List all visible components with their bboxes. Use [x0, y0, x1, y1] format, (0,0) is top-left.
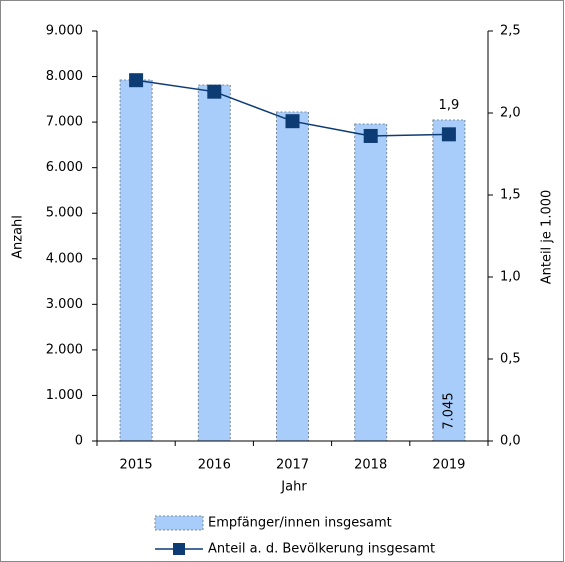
y-tick-label: 8.000 — [46, 69, 83, 84]
x-axis-title: Jahr — [280, 480, 307, 495]
y2-tick-label: 0,5 — [500, 352, 521, 367]
y2-tick-label: 1,5 — [500, 188, 521, 203]
y-tick-label: 5.000 — [46, 206, 83, 221]
marker — [285, 114, 300, 129]
y-tick-label: 4.000 — [46, 251, 83, 266]
y2-tick-label: 2,0 — [500, 106, 521, 121]
y-tick-label: 0 — [75, 434, 83, 449]
y-tick-label: 7.000 — [46, 115, 83, 130]
legend-label: Empfänger/innen insgesamt — [208, 516, 392, 531]
legend-swatch — [154, 515, 204, 531]
y2-tick-label: 0,0 — [500, 434, 521, 449]
y-tick-label: 2.000 — [46, 342, 83, 357]
bar — [354, 123, 388, 442]
y-tick-label: 1.000 — [46, 388, 83, 403]
x-tick-label: 2016 — [198, 458, 231, 473]
y-axis-title: Anzahl — [11, 215, 26, 259]
y2-tick-label: 2,5 — [500, 24, 521, 39]
bar — [197, 84, 231, 442]
y-tick-label: 3.000 — [46, 297, 83, 312]
marker — [441, 127, 456, 142]
x-tick-label: 2018 — [354, 458, 387, 473]
bar — [119, 79, 153, 442]
marker — [363, 128, 378, 143]
y2-axis-title: Anteil je 1.000 — [540, 190, 555, 285]
x-tick-label: 2017 — [276, 458, 309, 473]
legend-marker — [173, 543, 185, 555]
bar-value-label: 7.045 — [441, 392, 456, 429]
y-tick-label: 9.000 — [46, 24, 83, 39]
y2-tick-label: 1,0 — [500, 270, 521, 285]
line-value-label: 1,9 — [439, 98, 460, 113]
marker — [207, 84, 222, 99]
marker — [129, 73, 144, 88]
x-tick-label: 2019 — [432, 458, 465, 473]
x-tick-label: 2015 — [120, 458, 153, 473]
y-tick-label: 6.000 — [46, 160, 83, 175]
legend-label: Anteil a. d. Bevölkerung insgesamt — [208, 542, 435, 557]
bar — [276, 111, 309, 442]
